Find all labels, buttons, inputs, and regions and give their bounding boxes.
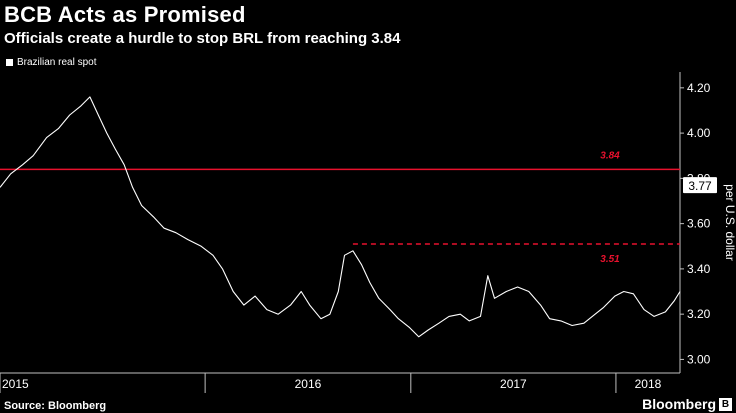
bloomberg-logo-icon: B — [719, 398, 732, 411]
reference-line-label: 3.51 — [600, 254, 620, 265]
y-axis-label: per U.S. dollar — [723, 184, 736, 261]
chart-title: BCB Acts as Promised — [4, 2, 246, 27]
last-value-badge — [683, 177, 717, 194]
y-tick-label: 4.20 — [687, 81, 711, 95]
y-tick-label: 3.40 — [687, 262, 711, 276]
source-note: Source: Bloomberg — [4, 400, 107, 412]
x-tick-label: 2017 — [500, 377, 527, 391]
reference-line-label: 3.84 — [600, 150, 620, 161]
legend: Brazilian real spot — [6, 57, 96, 68]
legend-swatch — [6, 59, 13, 66]
y-tick-label: 3.00 — [687, 352, 711, 366]
x-tick-label: 2018 — [635, 377, 662, 391]
y-tick-label: 3.20 — [687, 307, 711, 321]
brand-label: Bloomberg — [642, 396, 716, 412]
x-tick-label: 2016 — [295, 377, 322, 391]
chart-subtitle: Officials create a hurdle to stop BRL fr… — [4, 30, 401, 47]
series-line — [0, 96, 681, 338]
y-tick-label: 4.00 — [687, 126, 711, 140]
last-value-label: 3.77 — [688, 179, 712, 193]
y-tick-label: 3.60 — [687, 217, 711, 231]
legend-label: Brazilian real spot — [17, 57, 97, 68]
x-tick-label: 2015 — [2, 377, 29, 391]
